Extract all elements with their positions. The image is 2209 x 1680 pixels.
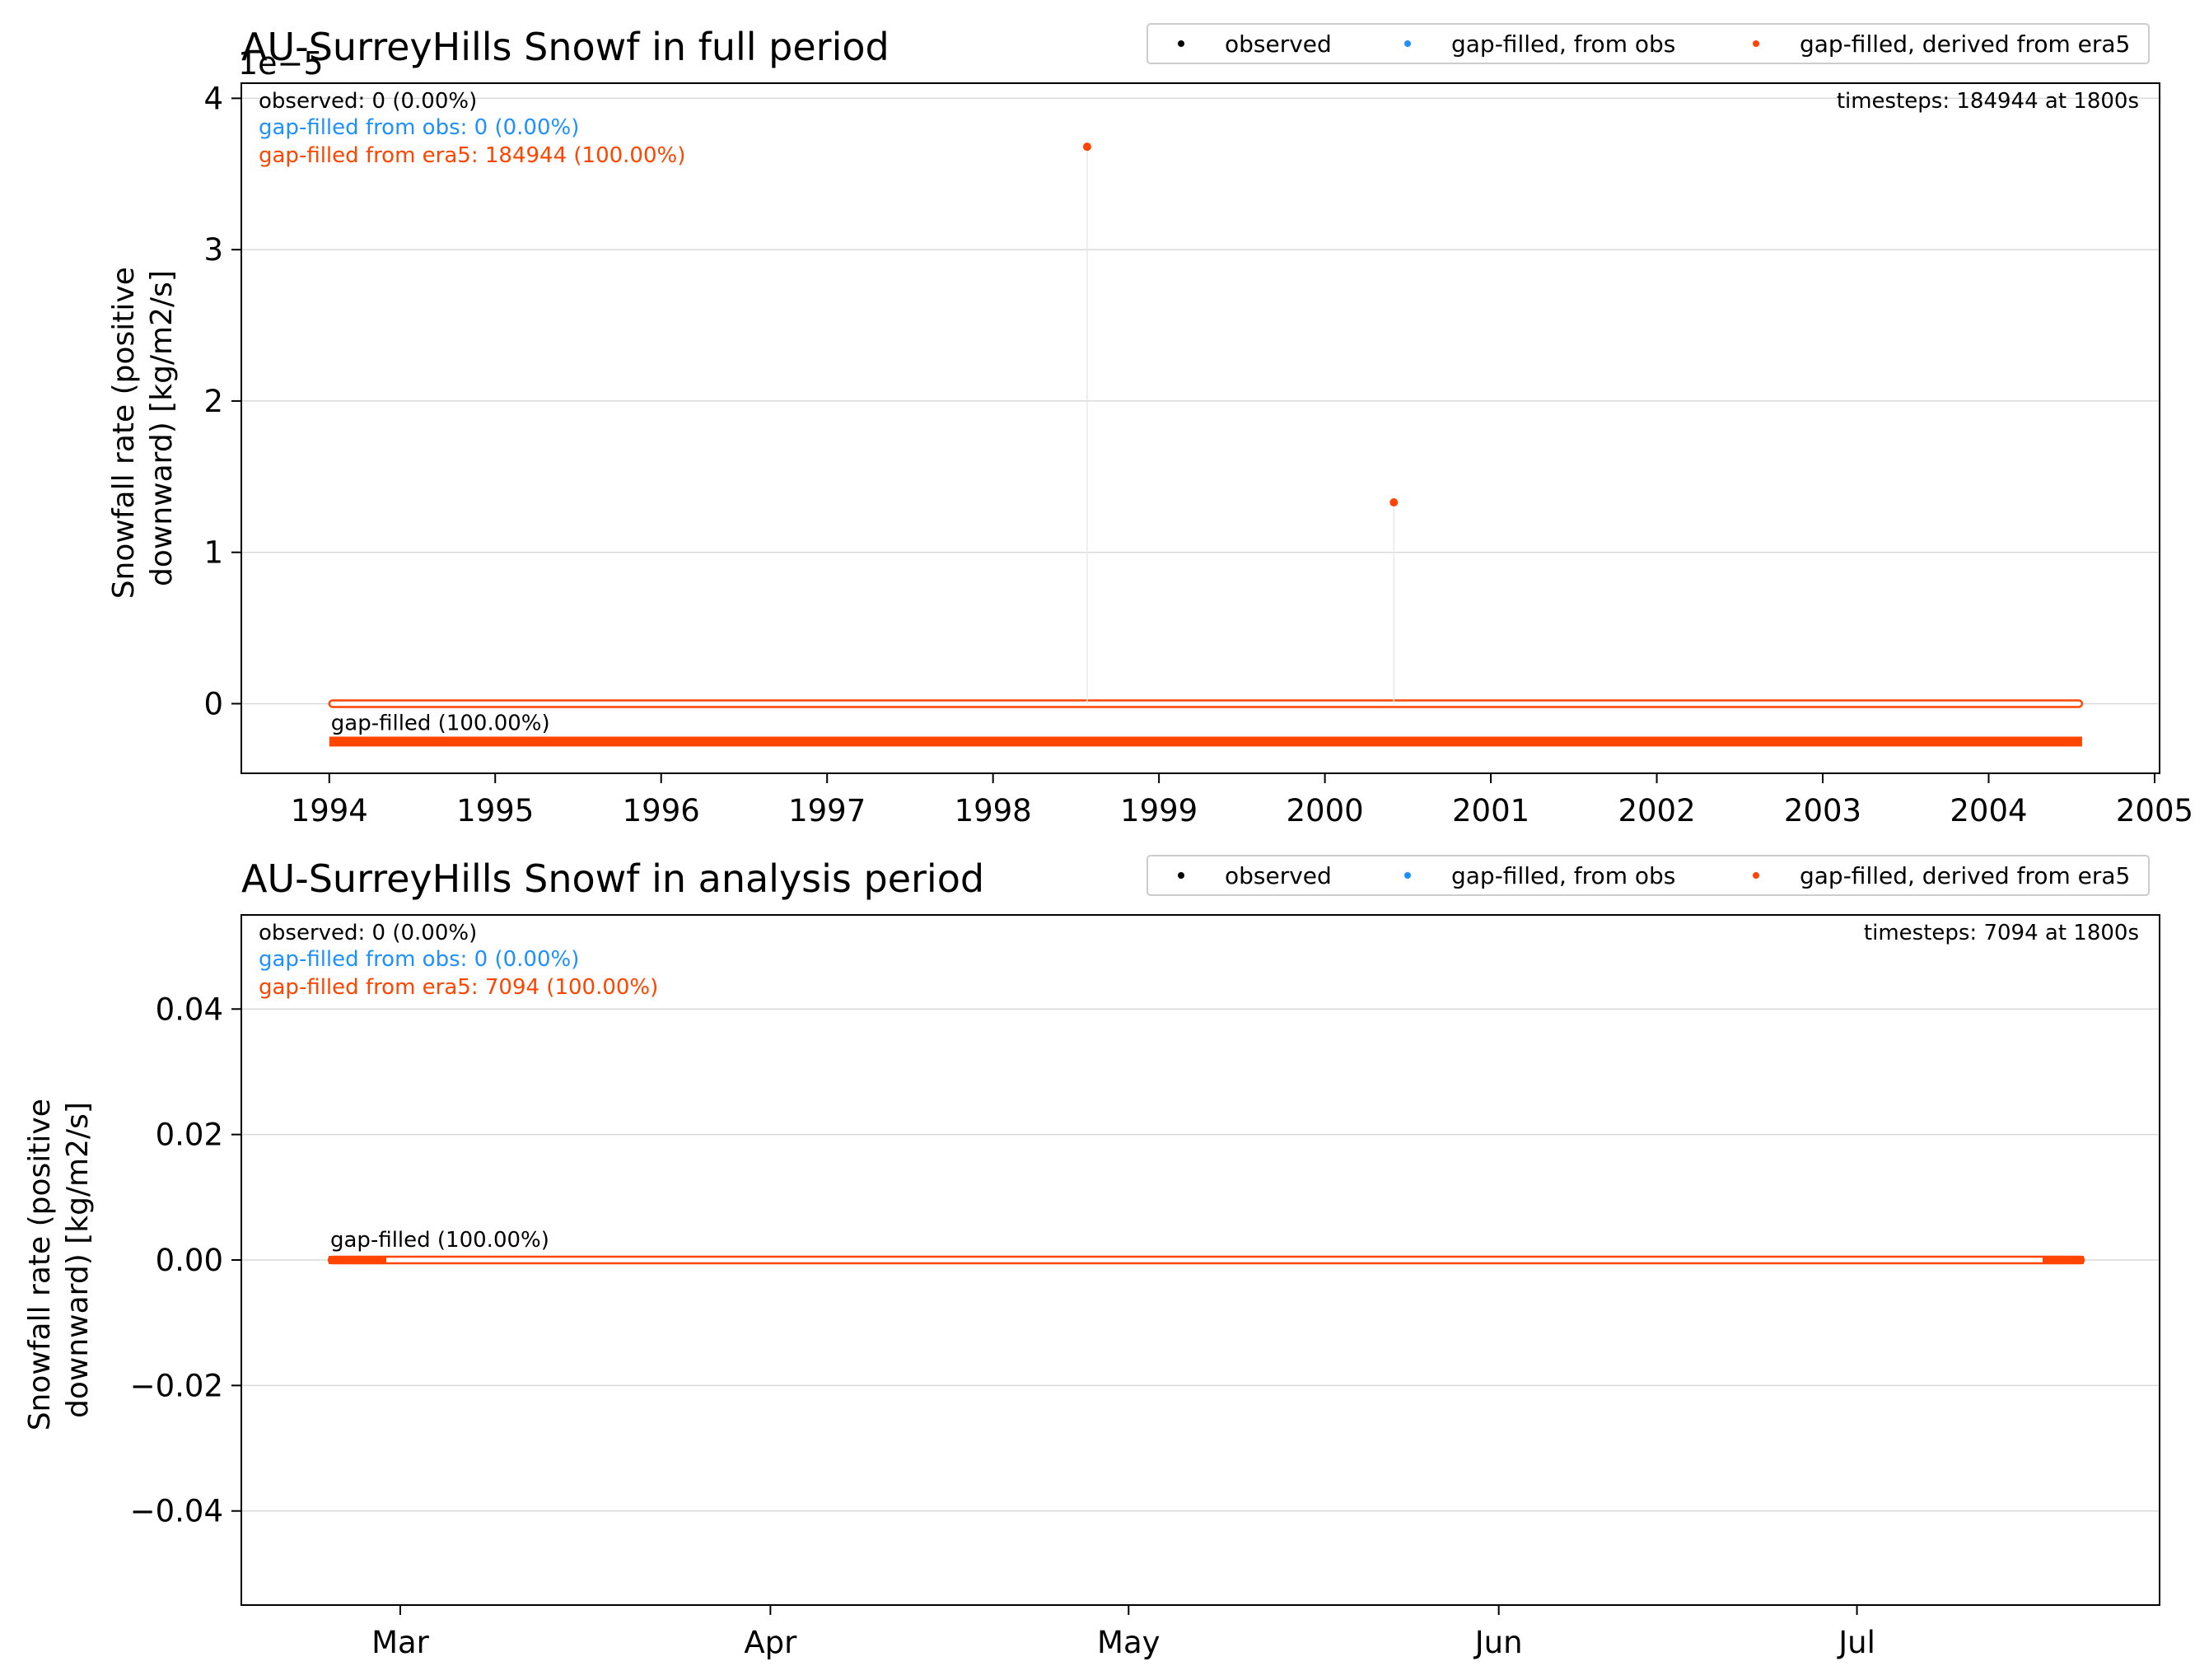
y-tick-label: −0.02 (130, 1368, 223, 1403)
y-tick-label: 2 (203, 384, 223, 419)
era5-spike-point (1082, 142, 1091, 152)
plot-data: gap-filled (100.00%) (328, 142, 2084, 747)
stat-timesteps: timesteps: 7094 at 1800s (1864, 921, 2139, 945)
y-tick-label: 0.04 (156, 992, 223, 1027)
stat-from-era5: gap-filled from era5: 184944 (100.00%) (259, 143, 685, 168)
era5-spike-point (1389, 498, 1399, 507)
x-tick-label: 1998 (955, 793, 1032, 828)
era5-dense-points-end (2043, 1256, 2084, 1264)
legend: observed gap-filled, from obs gap-filled… (1147, 23, 2150, 64)
x-tick-label: 2003 (1784, 793, 1861, 828)
x-tick-label: 2004 (1950, 793, 2027, 828)
x-tick-label: 1995 (456, 793, 534, 828)
x-tick-label: 2005 (2116, 793, 2193, 828)
y-tick-label: −0.04 (130, 1494, 223, 1529)
y-axis-label-line1: Snowfall rate (positive (23, 1099, 57, 1430)
legend-marker-observed (1178, 872, 1184, 879)
chart-title: AU-SurreyHills Snowf in analysis period (241, 856, 984, 901)
stat-observed: observed: 0 (0.00%) (259, 921, 477, 945)
legend-label-observed: observed (1225, 30, 1332, 58)
x-tick-label: Mar (371, 1625, 430, 1660)
x-axis-ticks: 1994 1995 1996 1997 1998 1999 2000 2001 2002 2003… (291, 773, 2193, 828)
y-tick-label: 0 (203, 686, 223, 721)
y-tick-label: 4 (203, 81, 223, 116)
x-tick-label: 1994 (291, 793, 368, 828)
legend-label-from-obs: gap-filled, from obs (1451, 30, 1675, 58)
x-tick-label: 2000 (1287, 793, 1364, 828)
x-tick-label: Jul (1837, 1625, 1875, 1660)
legend-label-from-obs: gap-filled, from obs (1451, 862, 1675, 889)
y-axis-ticks: 0 1 2 3 4 (203, 81, 241, 721)
x-tick-label: 1997 (788, 793, 866, 828)
y-axis-label: Snowfall rate (positive downward) [kg/m2… (23, 1090, 95, 1431)
stat-from-era5: gap-filled from era5: 7094 (100.00%) (259, 975, 658, 1000)
era5-series-baseline (327, 1255, 2085, 1265)
y-tick-label: 3 (203, 232, 223, 268)
x-tick-label: Apr (744, 1625, 797, 1660)
offset-text: 1e−5 (238, 45, 324, 82)
era5-series-baseline (328, 699, 2084, 708)
legend-marker-from-era5 (1753, 40, 1759, 47)
y-tick-label: 0.00 (156, 1243, 223, 1278)
legend-box (1147, 23, 2150, 64)
gap-filled-bar (329, 736, 2082, 747)
stat-from-obs: gap-filled from obs: 0 (0.00%) (259, 947, 579, 972)
legend-box (1147, 855, 2150, 896)
legend-label-from-era5: gap-filled, derived from era5 (1800, 30, 2130, 58)
stat-from-obs: gap-filled from obs: 0 (0.00%) (259, 115, 579, 140)
legend-marker-from-era5 (1753, 872, 1759, 879)
analysis-period-panel: gap-filled (100.00%) −0.04 −0.02 0.00 0.02 0… (23, 855, 2160, 1660)
stat-timesteps: timesteps: 184944 at 1800s (1837, 89, 2139, 114)
y-axis-label-line2: downward) [kg/m2/s] (145, 270, 179, 586)
era5-dense-points-start (329, 1256, 386, 1264)
plot-data: gap-filled (100.00%) (327, 1228, 2085, 1265)
legend-label-observed: observed (1225, 862, 1332, 889)
legend-marker-from-obs (1404, 872, 1411, 879)
x-tick-label: Jun (1473, 1625, 1523, 1660)
legend-marker-from-obs (1404, 40, 1411, 47)
y-axis-ticks: −0.04 −0.02 0.00 0.02 0.04 (130, 992, 241, 1529)
y-axis-label-line1: Snowfall rate (positive (107, 267, 141, 599)
x-axis-ticks: Mar Apr May Jun Jul (371, 1605, 1875, 1660)
chart-title: AU-SurreyHills Snowf in full period (241, 25, 890, 69)
gap-filled-bar-label: gap-filled (100.00%) (331, 711, 550, 735)
legend: observed gap-filled, from obs gap-filled… (1147, 855, 2150, 896)
legend-label-from-era5: gap-filled, derived from era5 (1800, 862, 2130, 889)
x-tick-label: May (1097, 1625, 1161, 1660)
x-tick-label: 1996 (623, 793, 700, 828)
stat-observed: observed: 0 (0.00%) (259, 89, 477, 114)
x-tick-label: 1999 (1120, 793, 1198, 828)
y-axis-label-line2: downward) [kg/m2/s] (61, 1102, 95, 1418)
axes-frame (241, 82, 2160, 774)
legend-marker-observed (1178, 40, 1184, 47)
x-tick-label: 2002 (1618, 793, 1695, 828)
x-tick-label: 2001 (1452, 793, 1529, 828)
y-tick-label: 0.02 (156, 1118, 223, 1153)
y-gridlines (241, 97, 2160, 705)
gap-filled-bar-label: gap-filled (100.00%) (330, 1228, 549, 1253)
y-tick-label: 1 (203, 535, 223, 571)
y-axis-label: Snowfall rate (positive downward) [kg/m2… (107, 258, 179, 600)
